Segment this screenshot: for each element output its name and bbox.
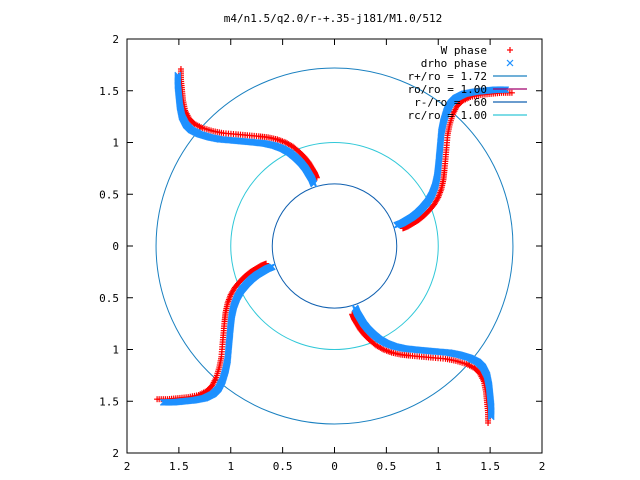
axis-ticks: 2 1.5 1 0.5 0 0.5 1 1.5 221.510.500.511.52 — [99, 33, 545, 473]
w-phase-point — [177, 66, 184, 73]
legend-label: r-/ro = .60 — [414, 96, 487, 109]
legend-label: W phase — [441, 44, 487, 57]
y-tick-label: 2 — [112, 447, 119, 460]
x-tick-label: 2 — [124, 460, 131, 473]
reference-circles — [155, 67, 514, 425]
drho-phase-point — [502, 86, 510, 94]
legend-label: r+/ro = 1.72 — [408, 70, 487, 83]
legend-label: drho phase — [421, 57, 487, 70]
y-tick-label: 0 — [112, 240, 119, 253]
x-tick-label: 1.5 — [480, 460, 500, 473]
w-phase-point — [508, 89, 515, 96]
w-phase-point — [485, 419, 492, 426]
drho-phase-point — [501, 86, 509, 94]
drho-phase-point — [487, 411, 495, 419]
y-tick-label: 1 — [112, 344, 119, 357]
drho-phase-point — [174, 71, 182, 79]
x-tick-label: 0.5 — [376, 460, 396, 473]
legend-label: rc/ro = 1.00 — [408, 109, 487, 122]
drho-phase-point — [161, 398, 169, 406]
x-tick-label: 1 — [435, 460, 442, 473]
drho-phase-point — [487, 412, 495, 420]
drho-phase-point — [174, 74, 182, 82]
drho-phase-point — [163, 398, 170, 406]
x-tick-label: 1 — [227, 460, 234, 473]
data-points — [154, 66, 515, 426]
drho-phase-point — [160, 398, 168, 406]
y-tick-label: 2 — [112, 33, 119, 46]
circle-0 — [155, 67, 514, 425]
y-tick-label: 0.5 — [99, 292, 119, 305]
drho-phase-point — [487, 410, 495, 418]
circle-3 — [230, 142, 439, 350]
circle-2 — [271, 183, 398, 309]
x-tick-label: 0.5 — [273, 460, 293, 473]
drho-phase-point — [499, 86, 506, 94]
x-tick-label: 1.5 — [169, 460, 189, 473]
y-tick-label: 0.5 — [99, 188, 119, 201]
drho-phase-point — [500, 86, 508, 94]
legend-label: ro/ro = 1.00 — [408, 83, 487, 96]
drho-phase-point — [159, 398, 167, 406]
chart-title: m4/n1.5/q2.0/r-+.35-j181/M1.0/512 — [224, 12, 443, 25]
drho-phase-point — [174, 73, 182, 81]
x-tick-label: 0 — [331, 460, 338, 473]
y-tick-label: 1.5 — [99, 85, 119, 98]
x-tick-label: 2 — [539, 460, 546, 473]
y-tick-label: 1.5 — [99, 395, 119, 408]
drho-phase-point — [487, 413, 495, 421]
w-phase-point — [154, 396, 161, 403]
y-tick-label: 1 — [112, 137, 119, 150]
drho-phase-point — [174, 72, 182, 80]
